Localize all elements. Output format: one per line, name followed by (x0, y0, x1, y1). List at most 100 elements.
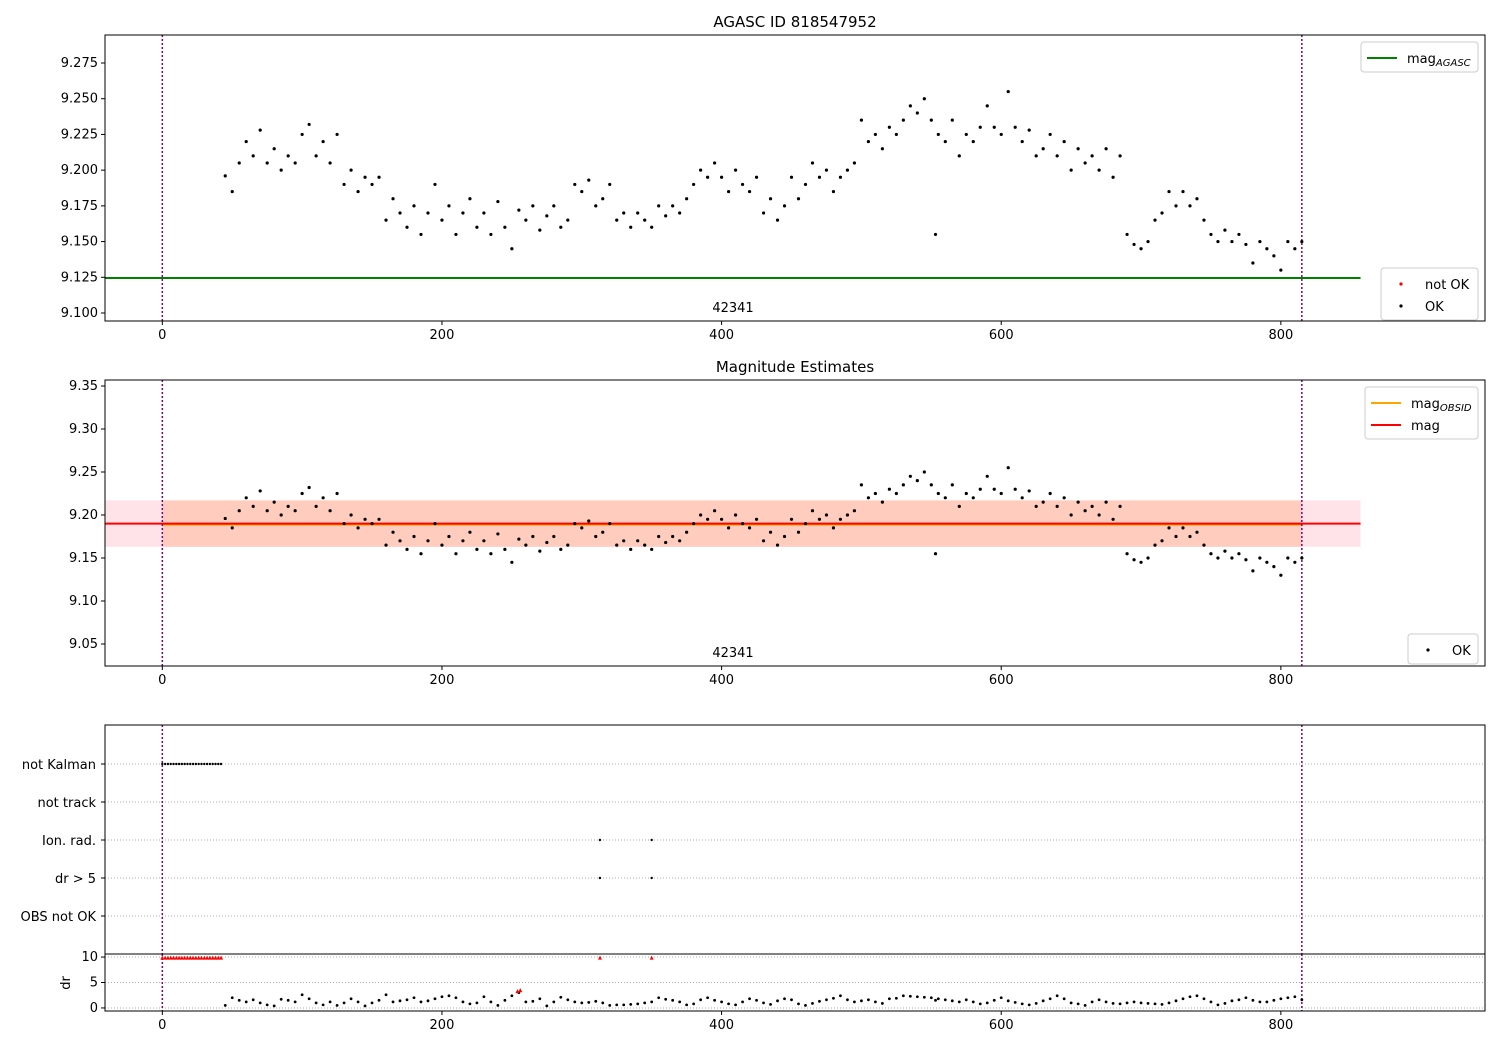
dr-point (1230, 999, 1234, 1003)
mag-point-ok (1027, 128, 1031, 132)
dr-point (790, 998, 793, 1002)
mag-point-ok (1048, 132, 1052, 137)
mag-point-ok (370, 522, 374, 526)
dr-point (447, 994, 451, 998)
mag-point-ok (1125, 552, 1129, 556)
dr-point-flagged (213, 955, 218, 960)
dr-point (1062, 997, 1066, 1001)
mag-point-ok (608, 182, 612, 187)
mag-point-ok (726, 189, 731, 194)
mag-point-ok (936, 132, 940, 137)
dr-point (762, 1001, 765, 1005)
dr-point (1118, 1002, 1122, 1006)
mag-point-ok (643, 543, 647, 547)
mag-point-ok (831, 189, 836, 194)
dr-point (783, 997, 786, 1001)
mag-point-ok (510, 560, 514, 564)
mag-point-ok (545, 214, 549, 218)
mag-point-ok (433, 522, 437, 526)
mag-point-ok (1097, 513, 1101, 517)
mag-point-ok (489, 232, 493, 237)
mag-point-ok (1272, 564, 1276, 569)
mag-point-ok (936, 491, 940, 496)
mag-point-ok (1104, 500, 1108, 504)
dr-point (293, 1000, 297, 1004)
mag-point-ok (964, 132, 968, 137)
flag-point-not-kalman (169, 762, 172, 766)
dr-point (1174, 999, 1178, 1003)
dr-point (1104, 1000, 1108, 1004)
dr-point (755, 998, 758, 1002)
dr-point (1272, 998, 1276, 1002)
mag-point-ok (440, 543, 444, 547)
mag-point-ok (1076, 500, 1080, 504)
chart-title: AGASC ID 818547952 (713, 13, 876, 31)
dr-point (1097, 998, 1101, 1002)
dr-point-flagged (174, 955, 179, 960)
mag-point-ok (559, 547, 563, 551)
dr-point (922, 995, 926, 999)
mag-point-ok (1062, 139, 1066, 144)
dr-point (964, 998, 968, 1002)
y-tick-label: 9.175 (61, 199, 98, 214)
mag-point-ok (1237, 232, 1241, 237)
mag-point-ok (671, 534, 675, 539)
chart-subtitle: Magnitude Estimates (716, 358, 874, 376)
mag-point-ok (1139, 560, 1143, 564)
flag-point-not-kalman (172, 762, 175, 766)
mag-point-ok (552, 204, 556, 208)
mag-point-ok (573, 522, 577, 526)
dr-point (1237, 998, 1241, 1002)
dr-point (1244, 996, 1248, 1000)
mag-point-ok (608, 522, 612, 526)
mag-point-ok (1139, 247, 1143, 251)
mag-point-ok (300, 491, 304, 496)
mag-point-ok (1160, 211, 1164, 215)
mag-point-ok (426, 211, 430, 215)
dr-point-flagged (202, 955, 207, 960)
dr-point (713, 998, 717, 1002)
dr-point (734, 1003, 737, 1007)
y-tick-label: 9.125 (61, 270, 98, 285)
dr-point (468, 1002, 472, 1006)
flag-point-not-kalman (177, 762, 181, 766)
dr-point (1209, 1000, 1213, 1004)
dr-point-flagged (188, 955, 193, 960)
y-tick-label: 9.30 (69, 422, 98, 437)
x-tick-label: 400 (709, 1018, 734, 1033)
mag-point-ok (629, 547, 633, 551)
mag-point-ok (258, 128, 262, 132)
dr-point (748, 997, 751, 1001)
flag-label: not Kalman (22, 758, 96, 773)
dr-point (915, 995, 919, 999)
mag-point-ok (1160, 539, 1164, 543)
mag-point-ok (461, 539, 465, 543)
mag-point-ok (838, 175, 843, 179)
mag-point-ok (999, 132, 1003, 137)
flag-point-dr-gt5 (650, 876, 653, 880)
mag-point-ok (405, 225, 409, 229)
mag-point-ok (1286, 239, 1290, 244)
mag-point-ok (468, 197, 472, 201)
mag-point-ok (971, 139, 975, 144)
dr-point (587, 1000, 591, 1004)
mag-point-ok (761, 211, 766, 215)
mag-point-ok (1041, 500, 1045, 504)
legend-label: mag (1411, 419, 1440, 434)
mag-point-ok (265, 509, 269, 513)
mag-point-ok (740, 182, 745, 187)
mag-point-ok (657, 204, 661, 208)
dr-point (356, 1000, 360, 1004)
dr-point (251, 998, 255, 1002)
mag-point-ok (1006, 89, 1010, 94)
mag-point-ok (1069, 513, 1073, 517)
dr-point (901, 994, 905, 998)
mag-point-ok (503, 547, 507, 551)
mag-point-ok (328, 161, 332, 165)
y-tick-label: 9.200 (61, 163, 98, 178)
mag-point-ok (1279, 573, 1283, 577)
mag-point-ok (922, 97, 926, 101)
mag-point-ok (244, 139, 248, 144)
flag-point-not-kalman (166, 762, 170, 766)
